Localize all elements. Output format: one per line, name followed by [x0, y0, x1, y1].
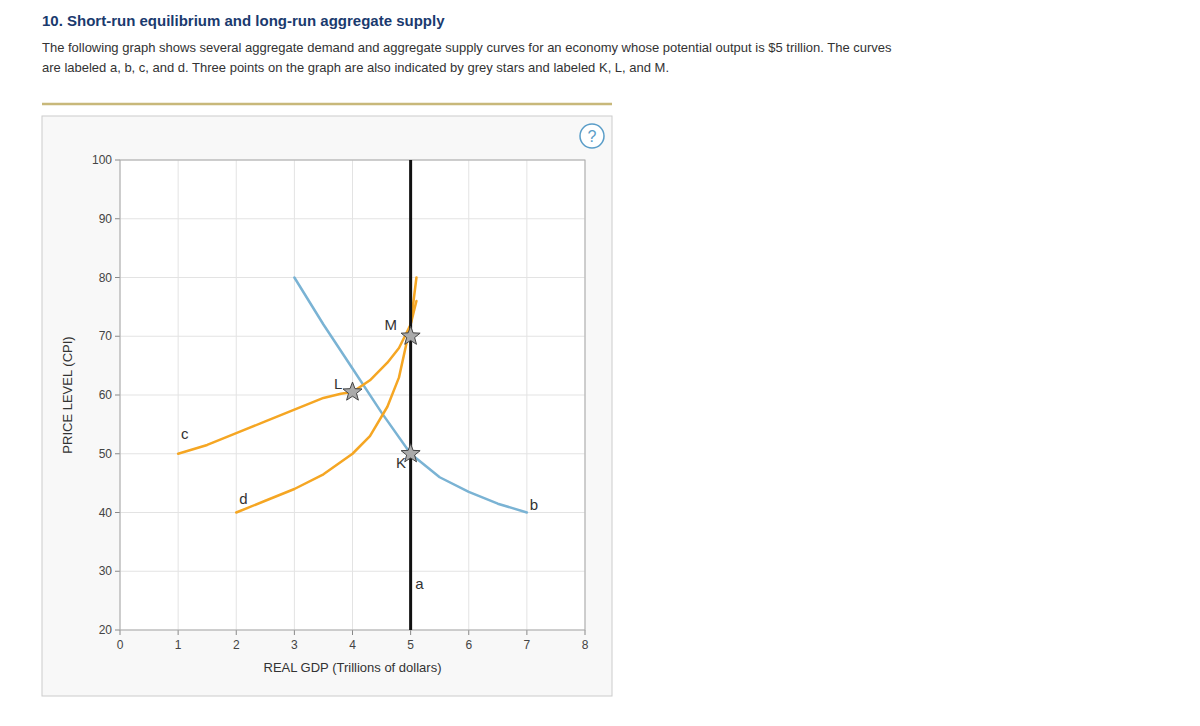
chart: 10. Short-run equilibrium and long-run a… — [0, 0, 1200, 726]
tick-label: 60 — [99, 388, 113, 402]
tick-label: 5 — [407, 638, 414, 652]
tick-label: 4 — [349, 638, 356, 652]
tick — [115, 160, 120, 161]
tick — [115, 630, 120, 631]
tick-label: 70 — [99, 329, 113, 343]
annotation: d — [239, 490, 247, 507]
tick — [352, 630, 353, 635]
marks — [178, 160, 527, 630]
grid-line — [120, 277, 585, 278]
annotation: b — [530, 496, 538, 513]
grid-line — [120, 336, 585, 337]
grid-line — [120, 218, 585, 219]
tick — [115, 218, 120, 219]
grid-line — [120, 571, 585, 572]
vertical-line — [409, 160, 412, 630]
tick-label: 6 — [465, 638, 472, 652]
grid — [120, 160, 585, 630]
help-icon — [580, 124, 604, 148]
tick — [115, 512, 120, 513]
annotation: L — [334, 375, 342, 392]
tick — [120, 630, 121, 635]
tick — [236, 630, 237, 635]
title: 10. Short-run equilibrium and long-run a… — [42, 12, 445, 29]
help-icon-text: ? — [588, 128, 597, 145]
tick — [115, 571, 120, 572]
tick-label: 7 — [524, 638, 531, 652]
tick-label: 1 — [175, 638, 182, 652]
grid-line — [410, 160, 411, 630]
separator — [42, 103, 612, 106]
plot-frame — [120, 160, 585, 630]
tick — [115, 453, 120, 454]
panel — [42, 116, 612, 696]
curve — [236, 278, 416, 513]
tick — [115, 336, 120, 337]
tick-label: 8 — [582, 638, 589, 652]
tick-label: 30 — [99, 564, 113, 578]
annotation: K — [396, 454, 406, 471]
tick — [178, 630, 179, 635]
tick — [468, 630, 469, 635]
tick — [410, 630, 411, 635]
tick — [585, 630, 586, 635]
annotation: M — [384, 316, 397, 333]
grid-line — [120, 512, 585, 513]
star-point — [401, 326, 420, 344]
subtitle: The following graph shows several aggreg… — [42, 40, 892, 55]
tick-label: 90 — [99, 212, 113, 226]
annotation: a — [415, 575, 424, 592]
tick-label: 3 — [291, 638, 298, 652]
x-axis-label: REAL GDP (Trillions of dollars) — [264, 660, 442, 675]
tick — [115, 277, 120, 278]
tick-label: 20 — [99, 623, 113, 637]
tick-label: 0 — [117, 638, 124, 652]
annotation: c — [181, 425, 189, 442]
tick — [115, 395, 120, 396]
tick-label: 40 — [99, 506, 113, 520]
y-axis-label: PRICE LEVEL (CPI) — [60, 336, 75, 453]
tick — [526, 630, 527, 635]
tick-label: 50 — [99, 447, 113, 461]
subtitle: are labeled a, b, c, and d. Three points… — [42, 60, 669, 75]
tick-label: 80 — [99, 271, 113, 285]
tick-label: 2 — [233, 638, 240, 652]
star-point — [343, 382, 362, 400]
tick — [294, 630, 295, 635]
tick-label: 100 — [92, 153, 112, 167]
curve — [178, 301, 416, 454]
plot-area — [120, 160, 585, 630]
